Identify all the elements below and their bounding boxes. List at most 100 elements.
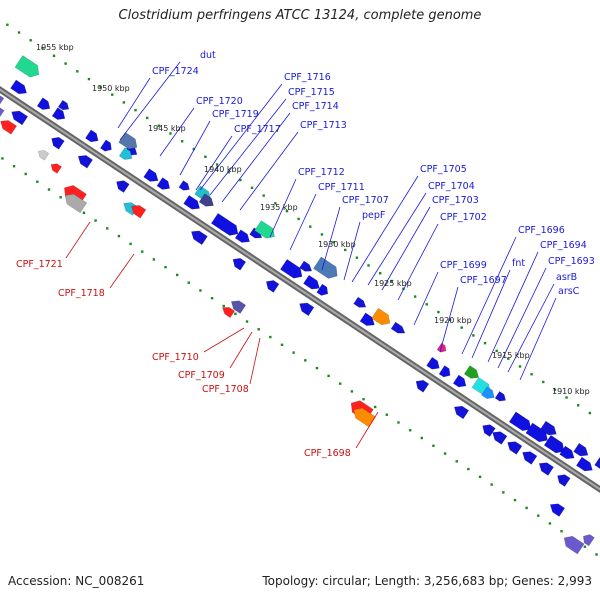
gene-label-forward: CPF_1707	[342, 195, 389, 206]
tick-dot	[355, 256, 359, 259]
forward-gene-shape	[51, 107, 66, 120]
reverse-gene	[0, 101, 5, 123]
tick-dot	[257, 328, 260, 331]
label-leader	[239, 131, 299, 211]
forward-gene	[594, 457, 600, 469]
forward-gene-colored-shape	[313, 256, 338, 279]
forward-gene	[303, 274, 320, 290]
forward-gene-colored	[481, 386, 495, 399]
forward-gene-colored-shape	[436, 342, 447, 353]
tick-dot	[274, 202, 277, 205]
tick-dot	[222, 304, 225, 308]
tick-dot	[199, 289, 202, 292]
gene-label-forward: CPF_1703	[432, 195, 479, 206]
reverse-gene	[549, 503, 566, 517]
tick-dot	[373, 405, 377, 409]
gene-label-forward: CPF_1697	[460, 275, 507, 286]
reverse-gene-blue	[116, 180, 130, 193]
forward-gene	[353, 296, 367, 308]
forward-gene	[183, 194, 201, 210]
forward-gene	[10, 79, 27, 95]
tick-dot	[502, 491, 505, 494]
kbp-label: 1930 kbp	[318, 240, 356, 249]
reverse-gene	[37, 150, 50, 161]
label-leader	[109, 253, 135, 289]
tick-dot	[82, 211, 86, 215]
tick-dot	[350, 390, 354, 393]
forward-gene-colored	[436, 342, 447, 353]
reverse-gene-blue	[232, 257, 247, 271]
tick-dot	[59, 196, 62, 199]
reverse-gene-blue-shape	[77, 155, 93, 169]
forward-gene	[390, 321, 406, 334]
gene-label-forward: CPF_1711	[318, 182, 365, 193]
tick-dot	[595, 553, 598, 556]
tick-dot	[525, 506, 528, 510]
tick-dot	[548, 522, 552, 525]
tick-dot	[64, 62, 67, 65]
tick-dot	[413, 295, 417, 298]
gene-label-forward: dut	[200, 50, 216, 61]
forward-gene-colored	[371, 307, 391, 326]
reverse-gene	[131, 205, 147, 219]
forward-gene-shape	[426, 356, 440, 370]
tick-dot	[390, 279, 394, 283]
tick-dot	[6, 23, 9, 26]
forward-gene	[85, 129, 99, 143]
forward-gene-colored-shape	[198, 193, 214, 207]
tick-dot	[1, 157, 4, 160]
forward-gene-shape	[36, 97, 51, 110]
kbp-label: 1925 kbp	[374, 279, 412, 288]
forward-gene-colored	[118, 147, 133, 160]
label-leader	[289, 193, 317, 251]
forward-gene	[51, 107, 66, 120]
forward-gene	[316, 283, 329, 296]
reverse-gene-blue	[415, 380, 430, 393]
label-leader	[229, 331, 253, 369]
forward-gene-colored	[198, 193, 214, 207]
label-leader	[397, 223, 439, 301]
tick-dot	[52, 54, 56, 58]
label-leader	[381, 206, 431, 291]
tick-dot	[24, 172, 27, 176]
reverse-gene-blue-shape	[11, 110, 29, 126]
forward-gene-colored	[313, 256, 338, 279]
reverse-gene-blue-shape	[507, 441, 523, 455]
forward-gene	[452, 374, 467, 388]
tick-dot	[292, 351, 295, 354]
reverse-gene	[50, 163, 62, 174]
kbp-label: 1910 kbp	[552, 387, 590, 396]
forward-gene	[299, 260, 313, 272]
forward-gene-shape	[143, 168, 159, 182]
label-leader	[439, 286, 459, 353]
tick-dot	[378, 272, 382, 275]
gene-label-reverse: CPF_1721	[16, 259, 63, 270]
reverse-gene-shape	[230, 300, 247, 314]
kbp-label: 1955 kbp	[36, 43, 74, 52]
tick-dot	[157, 124, 161, 127]
forward-gene	[438, 365, 451, 378]
tick-dot	[332, 240, 335, 244]
reverse-gene	[64, 193, 88, 214]
reverse-gene	[583, 534, 595, 547]
label-leader	[519, 297, 557, 381]
forward-gene-colored	[463, 365, 480, 379]
tick-dot	[204, 155, 207, 158]
backbone-highlight	[0, 88, 600, 491]
tick-dot	[99, 85, 102, 89]
tick-dot	[117, 234, 121, 238]
forward-gene	[359, 312, 375, 326]
forward-gene-shape	[559, 445, 575, 460]
tick-dot	[280, 343, 284, 347]
tick-dot	[192, 147, 195, 151]
tick-dot	[304, 359, 307, 362]
tick-dot	[467, 467, 470, 471]
forward-gene	[36, 97, 51, 110]
map-title: Clostridium perfringens ATCC 13124, comp…	[118, 8, 482, 23]
tick-dot	[507, 357, 510, 360]
reverse-gene	[0, 120, 17, 135]
label-leader	[413, 271, 439, 326]
forward-gene-shape	[100, 139, 112, 152]
reverse-gene-blue	[51, 137, 65, 150]
gene-label-forward: CPF_1719	[212, 109, 259, 120]
